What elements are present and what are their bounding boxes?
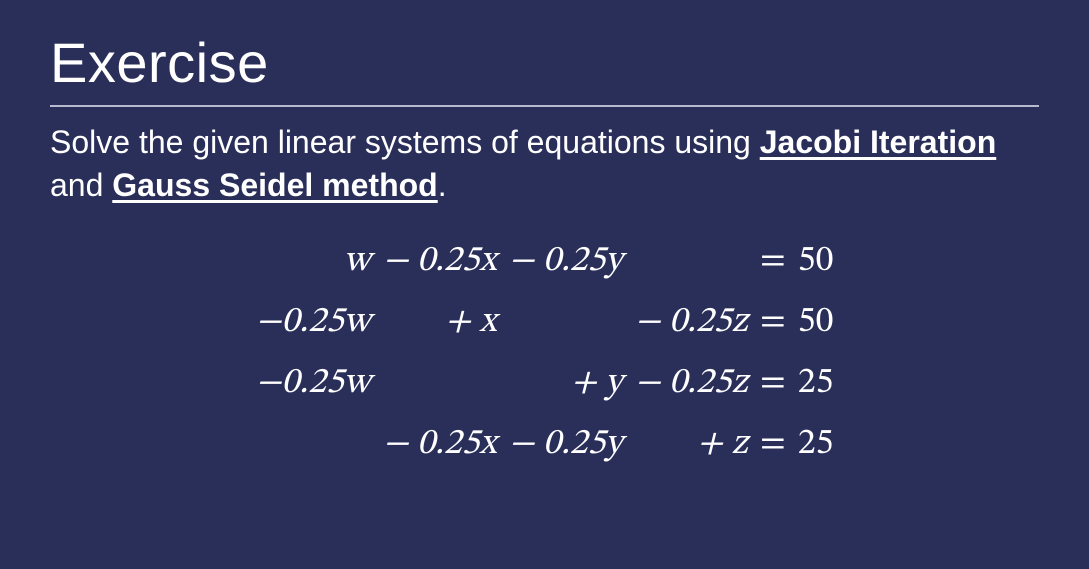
eq-equals: =: [754, 414, 792, 475]
eq-rhs: 25: [792, 414, 840, 475]
eq-cell: [250, 414, 377, 475]
eq-cell: − 0.25y: [503, 231, 629, 292]
eq-cell: − 0.25x: [377, 231, 503, 292]
eq-rhs: 25: [792, 353, 840, 414]
slide-title: Exercise: [50, 30, 1039, 105]
prompt-text-2: and: [50, 167, 112, 203]
eq-cell: − 0.25z: [629, 292, 754, 353]
eq-cell: [503, 292, 629, 353]
equations-block: w − 0.25x − 0.25y = 50 −0.25w + x − 0.25…: [50, 231, 1039, 475]
eq-equals: =: [754, 231, 792, 292]
eq-cell: −0.25w: [250, 292, 377, 353]
exercise-prompt: Solve the given linear systems of equati…: [50, 121, 1039, 207]
eq-cell: − 0.25x: [377, 414, 503, 475]
eq-equals: =: [754, 353, 792, 414]
eq-cell: − 0.25y: [503, 414, 629, 475]
eq-cell: + x: [377, 292, 503, 353]
equation-row: w − 0.25x − 0.25y = 50: [250, 231, 840, 292]
eq-cell: [629, 231, 754, 292]
eq-equals: =: [754, 292, 792, 353]
equation-row: −0.25w + x − 0.25z = 50: [250, 292, 840, 353]
eq-cell: + y: [503, 353, 629, 414]
eq-cell: [377, 353, 503, 414]
eq-cell: − 0.25z: [629, 353, 754, 414]
equations-table: w − 0.25x − 0.25y = 50 −0.25w + x − 0.25…: [250, 231, 840, 475]
equation-row: −0.25w + y − 0.25z = 25: [250, 353, 840, 414]
eq-cell: −0.25w: [250, 353, 377, 414]
eq-rhs: 50: [792, 231, 840, 292]
title-rule: [50, 105, 1039, 107]
prompt-text-3: .: [438, 167, 447, 203]
eq-cell: w: [250, 231, 377, 292]
eq-cell: + z: [629, 414, 754, 475]
highlight-gauss-seidel: Gauss Seidel method: [112, 167, 437, 203]
prompt-text-1: Solve the given linear systems of equati…: [50, 124, 760, 160]
equation-row: − 0.25x − 0.25y + z = 25: [250, 414, 840, 475]
eq-rhs: 50: [792, 292, 840, 353]
highlight-jacobi: Jacobi Iteration: [760, 124, 997, 160]
